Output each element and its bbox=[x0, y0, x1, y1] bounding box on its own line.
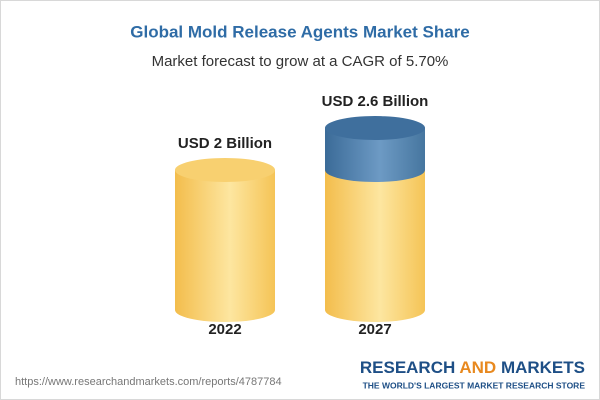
chart-title: Global Mold Release Agents Market Share bbox=[130, 22, 469, 41]
brand-part: AND bbox=[459, 358, 496, 377]
cylinder-bottom bbox=[175, 298, 275, 322]
source-url: https://www.researchandmarkets.com/repor… bbox=[15, 376, 282, 388]
cylinder bbox=[325, 116, 425, 322]
brand-tagline: THE WORLD'S LARGEST MARKET RESEARCH STOR… bbox=[363, 380, 586, 390]
cylinder-top bbox=[175, 158, 275, 182]
chart-subtitle: Market forecast to grow at a CAGR of 5.7… bbox=[152, 53, 449, 70]
brand-part: RESEARCH bbox=[360, 358, 455, 377]
value-label: USD 2 Billion bbox=[178, 135, 272, 152]
cylinder-body bbox=[175, 170, 275, 310]
brand: RESEARCH AND MARKETS bbox=[360, 358, 585, 377]
brand-part: MARKETS bbox=[501, 358, 585, 377]
cylinder-bottom bbox=[325, 298, 425, 322]
cylinder bbox=[175, 158, 275, 322]
cylinder-top bbox=[325, 116, 425, 140]
value-label: USD 2.6 Billion bbox=[322, 93, 429, 110]
cylinder-growth-bottom bbox=[325, 158, 425, 182]
x-tick-label: 2022 bbox=[208, 321, 241, 338]
cylinder-body bbox=[325, 170, 425, 310]
x-tick-label: 2027 bbox=[358, 321, 391, 338]
